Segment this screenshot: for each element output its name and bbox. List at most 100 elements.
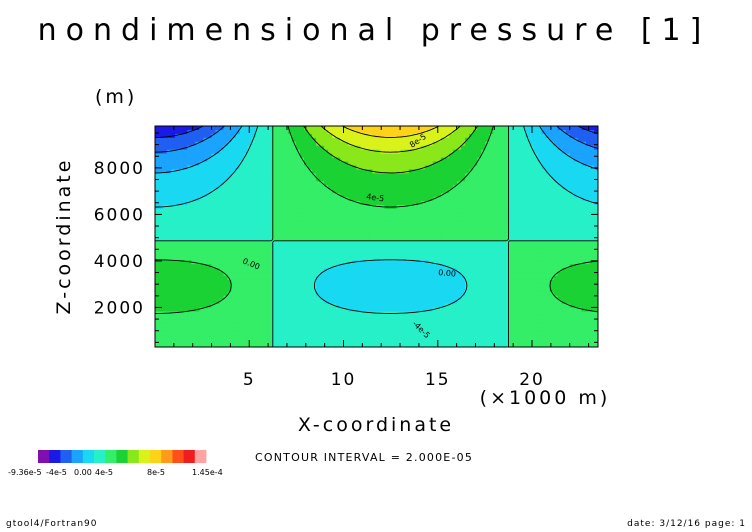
contour-cell: [167, 165, 172, 171]
contour-cell: [501, 307, 506, 313]
contour-cell: [404, 149, 410, 155]
contour-cell: [376, 335, 382, 340]
contour-cell: [243, 248, 249, 253]
contour-cell: [283, 264, 289, 269]
contour-cell: [489, 272, 494, 277]
contour-cell: [308, 141, 313, 147]
contour-cell: [308, 323, 313, 328]
contour-cell: [267, 335, 273, 340]
contour-cell: [384, 165, 390, 171]
contour-cell: [384, 240, 390, 245]
contour-cell: [203, 141, 208, 147]
contour-cell: [477, 208, 482, 214]
contour-cell: [453, 161, 458, 167]
contour-cell: [481, 200, 486, 206]
contour-cell: [505, 272, 510, 277]
contour-cell: [239, 335, 245, 340]
contour-cell: [275, 279, 281, 285]
contour-cell: [513, 173, 519, 178]
contour-cell: [344, 212, 349, 218]
contour-cell: [231, 173, 237, 178]
contour-cell: [239, 177, 245, 182]
contour-cell: [251, 129, 257, 135]
contour-cell: [199, 224, 204, 230]
contour-cell: [457, 315, 462, 320]
contour-cell: [453, 291, 458, 297]
contour-cell: [424, 295, 430, 301]
contour-cell: [509, 260, 515, 265]
contour-cell: [473, 252, 478, 257]
contour-cell: [364, 161, 370, 167]
contour-cell: [171, 173, 176, 178]
contour-cell: [436, 252, 442, 257]
contour-cell: [271, 228, 277, 234]
contour-cell: [436, 244, 442, 249]
contour-cell: [332, 331, 337, 336]
contour-cell: [489, 248, 494, 253]
contour-cell: [243, 137, 249, 143]
contour-cell: [215, 173, 221, 178]
contour-cell: [428, 319, 434, 324]
contour-cell: [283, 185, 289, 190]
contour-cell: [424, 185, 430, 190]
contour-cell: [275, 208, 281, 214]
contour-cell: [372, 287, 378, 293]
contour-cell: [380, 256, 386, 261]
contour-cell: [219, 268, 225, 273]
contour-cell: [336, 287, 341, 293]
contour-cell: [267, 339, 273, 344]
contour-cell: [267, 272, 273, 277]
contour-cell: [444, 169, 450, 174]
contour-cell: [489, 228, 494, 234]
contour-cell: [316, 208, 321, 214]
contour-cell: [320, 268, 325, 273]
contour-cell: [167, 343, 172, 347]
contour-cell: [227, 216, 233, 222]
contour-cell: [332, 240, 337, 245]
contour-cell: [469, 169, 474, 174]
contour-cell: [295, 145, 301, 151]
contour-cell: [283, 236, 289, 242]
contour-cell: [267, 299, 273, 305]
contour-cell: [171, 252, 176, 257]
contour-cell: [183, 303, 188, 309]
contour-cell: [489, 236, 494, 242]
contour-cell: [223, 204, 229, 210]
contour-cell: [380, 272, 386, 277]
contour-cell: [465, 220, 470, 226]
contour-cell: [328, 295, 333, 301]
contour-cell: [275, 319, 281, 324]
contour-cell: [509, 133, 515, 139]
contour-cell: [267, 141, 273, 147]
contour-cell: [304, 197, 309, 202]
contour-cell: [312, 240, 317, 245]
contour-cell: [384, 208, 390, 214]
contour-cell: [223, 252, 229, 257]
contour-cell: [259, 141, 265, 147]
contour-cell: [211, 287, 217, 293]
contour-cell: [412, 193, 418, 198]
contour-cell: [243, 279, 249, 285]
contour-cell: [424, 204, 430, 210]
contour-cell: [199, 173, 204, 178]
contour-cell: [444, 323, 450, 328]
contour-cell: [368, 268, 374, 273]
contour-cell: [436, 173, 442, 178]
contour-cell: [469, 252, 474, 257]
contour-cell: [191, 295, 196, 301]
contour-cell: [195, 279, 200, 285]
contour-cell: [416, 335, 422, 340]
contour-cell: [372, 208, 378, 214]
contour-cell: [356, 319, 361, 324]
contour-cell: [493, 189, 498, 194]
contour-cell: [263, 303, 269, 309]
contour-cell: [396, 252, 402, 257]
contour-cell: [271, 153, 277, 159]
contour-cell: [505, 279, 510, 285]
contour-cell: [312, 291, 317, 297]
contour-cell: [444, 272, 450, 277]
contour-cell: [320, 185, 325, 190]
contour-cell: [203, 307, 208, 313]
contour-cell: [481, 208, 486, 214]
contour-cell: [324, 264, 329, 269]
